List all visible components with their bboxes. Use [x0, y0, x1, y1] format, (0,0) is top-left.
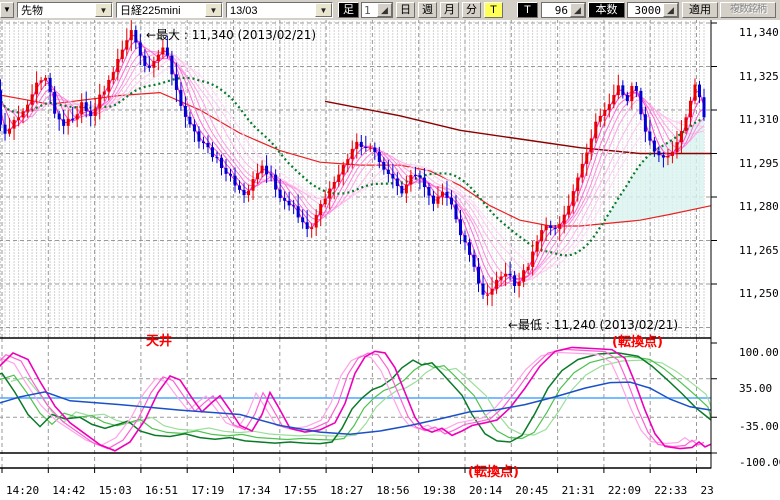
- oscillator-axis-label: -35.00: [739, 420, 779, 433]
- chart-panel: [0, 20, 780, 500]
- stepper-icon[interactable]: ◢: [570, 3, 585, 17]
- interval-value: 1: [362, 3, 377, 17]
- price-axis-label: 11,310: [739, 113, 779, 126]
- t-mode-button[interactable]: T: [517, 2, 538, 18]
- time-axis-label: 22:09: [608, 484, 641, 497]
- time-axis-label: 20:45: [515, 484, 548, 497]
- turning-point-annotation-lower: (転換点): [468, 461, 519, 480]
- time-axis-label: 14:42: [52, 484, 85, 497]
- instrument-value: 日経225mini: [117, 3, 205, 17]
- apply-button[interactable]: 適用: [682, 2, 718, 18]
- time-axis-label: 14:20: [6, 484, 39, 497]
- oscillator-axis-label: 35.00: [739, 382, 772, 395]
- chevron-down-icon[interactable]: ▼: [205, 3, 222, 17]
- category-combobox[interactable]: 先物 ▼: [17, 2, 113, 18]
- app-window: ▼ 先物 ▼ 日経225mini ▼ 13/03 ▼ 足 1 ◢ 日 週 月 分…: [0, 0, 780, 500]
- minute-button[interactable]: 分: [462, 2, 481, 18]
- time-axis-label: 17:19: [191, 484, 224, 497]
- month-button[interactable]: 月: [440, 2, 459, 18]
- time-axis-label: 21:31: [562, 484, 595, 497]
- bar-count-value: 3000: [628, 3, 663, 17]
- time-axis-label: 17:55: [284, 484, 317, 497]
- edge-dropdown-arrow-icon[interactable]: ▼: [0, 2, 14, 18]
- category-value: 先物: [18, 3, 95, 17]
- time-axis-label: 18:56: [376, 484, 409, 497]
- oscillator-axis-label: 100.00: [739, 346, 779, 359]
- time-axis-label: 23: [701, 484, 714, 497]
- week-button[interactable]: 週: [418, 2, 437, 18]
- tick-button[interactable]: T: [484, 2, 503, 18]
- time-axis-label: 18:27: [330, 484, 363, 497]
- day-button[interactable]: 日: [396, 2, 415, 18]
- price-axis-label: 11,325: [739, 70, 779, 83]
- time-axis-label: 15:03: [99, 484, 132, 497]
- time-axis-label: 20:14: [469, 484, 502, 497]
- stepper-icon[interactable]: ◢: [377, 3, 392, 17]
- stepper-icon[interactable]: ◢: [663, 3, 678, 17]
- price-axis-label: 11,280: [739, 200, 779, 213]
- time-axis-label: 22:33: [654, 484, 687, 497]
- time-axis-label: 17:34: [238, 484, 271, 497]
- bar-count-stepper[interactable]: 3000 ◢: [627, 2, 679, 18]
- price-axis-label: 11,265: [739, 244, 779, 257]
- multi-symbol-button[interactable]: 複数銘柄: [720, 2, 776, 18]
- ceiling-annotation: 天井: [146, 330, 172, 349]
- interval-stepper[interactable]: 1 ◢: [361, 2, 393, 18]
- instrument-combobox[interactable]: 日経225mini ▼: [116, 2, 223, 18]
- time-axis-label: 19:38: [423, 484, 456, 497]
- chart-canvas[interactable]: [0, 0, 780, 500]
- t-value: 96: [542, 3, 570, 17]
- ashi-mode-button[interactable]: 足: [338, 2, 359, 18]
- honsu-label-button[interactable]: 本数: [588, 2, 625, 18]
- toolbar: ▼ 先物 ▼ 日経225mini ▼ 13/03 ▼ 足 1 ◢ 日 週 月 分…: [0, 0, 780, 20]
- contract-month-value: 13/03: [227, 3, 315, 17]
- price-axis-label: 11,250: [739, 287, 779, 300]
- contract-month-combobox[interactable]: 13/03 ▼: [226, 2, 333, 18]
- turning-point-annotation-main: (転換点): [612, 331, 663, 350]
- t-value-stepper[interactable]: 96 ◢: [541, 2, 586, 18]
- time-axis-label: 16:51: [145, 484, 178, 497]
- price-axis-label: 11,340: [739, 26, 779, 39]
- oscillator-axis-label: -100.00: [739, 456, 780, 469]
- price-axis-label: 11,295: [739, 157, 779, 170]
- max-price-annotation: ←最大 : 11,340 (2013/02/21): [146, 26, 316, 43]
- chevron-down-icon[interactable]: ▼: [315, 3, 332, 17]
- chevron-down-icon[interactable]: ▼: [95, 3, 112, 17]
